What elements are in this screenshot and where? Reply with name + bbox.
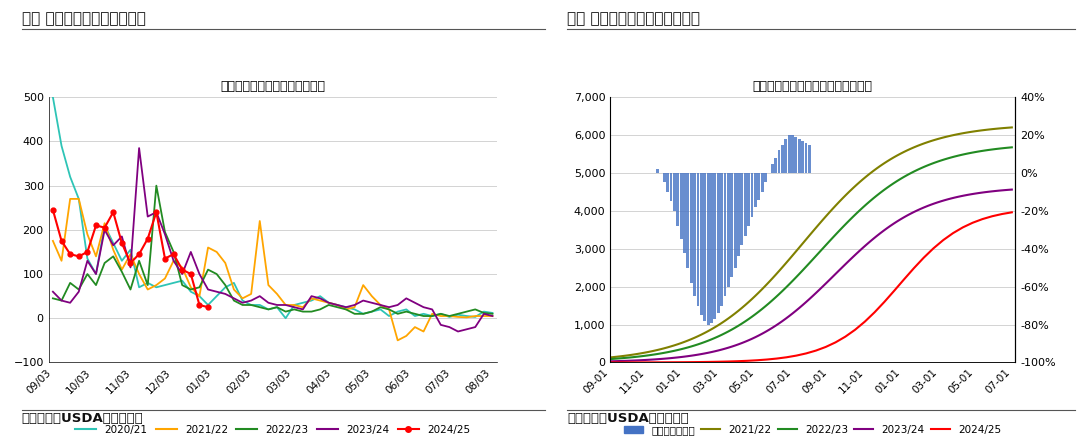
Bar	[714, 173, 716, 319]
Bar	[697, 173, 700, 305]
Bar	[757, 173, 760, 199]
Title: 美国大豆周度销售情况（万吨）: 美国大豆周度销售情况（万吨）	[220, 80, 325, 93]
Bar	[747, 173, 750, 226]
Bar	[760, 173, 764, 192]
Text: 图： 美豆周度出口季节性下滑: 图： 美豆周度出口季节性下滑	[22, 11, 146, 26]
Bar	[730, 173, 733, 277]
Bar	[706, 173, 710, 324]
Bar	[676, 173, 679, 226]
Bar	[673, 173, 676, 211]
Bar	[744, 173, 746, 236]
Bar	[666, 173, 669, 192]
Bar	[798, 139, 800, 173]
Bar	[670, 173, 673, 202]
Bar	[690, 173, 692, 283]
Legend: 累计同比（右）, 2021/22, 2022/23, 2023/24, 2024/25: 累计同比（右）, 2021/22, 2022/23, 2023/24, 2024…	[620, 421, 1005, 439]
Title: 美豆全球累计出口销售情况（万吨）: 美豆全球累计出口销售情况（万吨）	[753, 80, 873, 93]
Bar	[741, 173, 743, 245]
Bar	[791, 135, 794, 173]
Bar	[724, 173, 727, 296]
Text: 数据来源：USDA，国富期货: 数据来源：USDA，国富期货	[22, 412, 144, 425]
Legend: 2020/21, 2021/22, 2022/23, 2023/24, 2024/25: 2020/21, 2021/22, 2022/23, 2023/24, 2024…	[71, 421, 474, 439]
Bar	[808, 145, 811, 173]
Bar	[771, 164, 773, 173]
Bar	[683, 173, 686, 252]
Bar	[795, 137, 797, 173]
Bar	[720, 173, 723, 305]
Bar	[787, 135, 791, 173]
Bar	[774, 158, 777, 173]
Bar	[778, 150, 781, 173]
Bar	[754, 173, 757, 207]
Bar	[801, 141, 804, 173]
Text: 数据来源：USDA，国富期货: 数据来源：USDA，国富期货	[567, 412, 689, 425]
Bar	[693, 173, 696, 296]
Bar	[781, 145, 784, 173]
Bar	[710, 173, 713, 323]
Bar	[737, 173, 740, 256]
Bar	[717, 173, 719, 313]
Bar	[679, 173, 683, 239]
Bar	[703, 173, 706, 321]
Bar	[784, 139, 787, 173]
Bar	[727, 173, 730, 287]
Bar	[700, 173, 703, 315]
Bar	[656, 169, 659, 173]
Bar	[805, 143, 808, 173]
Bar	[764, 173, 767, 183]
Bar	[733, 173, 737, 268]
Bar	[687, 173, 689, 268]
Text: 图： 美豆累计出口同比增速放缓: 图： 美豆累计出口同比增速放缓	[567, 11, 700, 26]
Bar	[751, 173, 754, 217]
Bar	[663, 173, 665, 183]
